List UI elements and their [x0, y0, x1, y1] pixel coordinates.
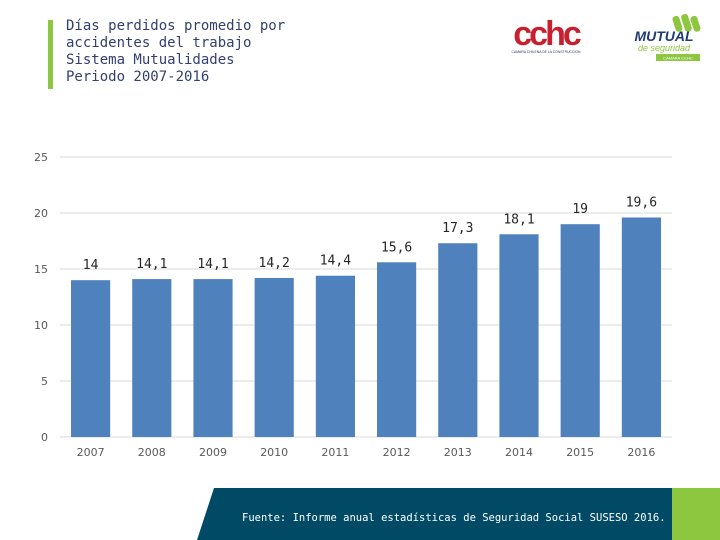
- bar-2010: [254, 277, 294, 437]
- x-tick-label-2013: 2013: [444, 446, 472, 459]
- data-label-2008: 14,1: [136, 257, 167, 272]
- bar-2012: [377, 262, 417, 437]
- y-tick-label-5: 5: [41, 375, 48, 388]
- mutual-logo-name: MUTUAL: [634, 28, 693, 44]
- title-line-4: Periodo 2007-2016: [66, 69, 210, 85]
- y-tick-label-15: 15: [34, 263, 48, 276]
- title-accent-bar: [48, 20, 53, 89]
- bar-2016: [621, 217, 661, 437]
- title-line-1: Días perdidos promedio por: [66, 18, 286, 34]
- y-tick-label-25: 25: [34, 151, 48, 164]
- data-label-2012: 15,6: [381, 240, 412, 255]
- y-tick-label-10: 10: [34, 319, 48, 332]
- mutual-logo: MUTUAL de seguridad CAMARA CCHC: [634, 13, 701, 61]
- bar-2007: [71, 280, 111, 437]
- bar-2015: [560, 224, 600, 437]
- page-title: Días perdidos promedio por accidentes de…: [66, 18, 396, 86]
- data-label-2011: 14,4: [320, 254, 351, 269]
- cchc-logo: cchc CAMARA CHILENA DE LA CONSTRUCCION: [512, 18, 584, 54]
- x-tick-label-2014: 2014: [505, 446, 533, 459]
- x-tick-label-2011: 2011: [321, 446, 349, 459]
- footer-banner: [197, 488, 720, 540]
- data-label-2010: 14,2: [259, 256, 290, 271]
- data-label-2007: 14: [83, 258, 99, 273]
- x-tick-label-2016: 2016: [627, 446, 655, 459]
- bar-chart: 0 5 10 15 20 25 14 2007 14,1 2008 14,1 2009 14,2 2010…: [34, 151, 672, 459]
- mutual-logo-badge-text: CAMARA CCHC: [663, 56, 693, 61]
- footer-navy-band: [197, 488, 672, 540]
- x-tick-label-2008: 2008: [138, 446, 166, 459]
- footer-source: Fuente: Informe anual estadísticas de Se…: [242, 512, 666, 524]
- footer-green-block: [672, 488, 720, 540]
- x-tick-label-2007: 2007: [77, 446, 105, 459]
- mutual-logo-sub: de seguridad: [638, 43, 691, 53]
- y-tick-label-0: 0: [41, 431, 48, 444]
- bar-2013: [438, 243, 478, 437]
- data-label-2014: 18,1: [503, 212, 534, 227]
- y-tick-label-20: 20: [34, 207, 48, 220]
- bar-2008: [132, 279, 172, 437]
- mutual-logo-emblem: [672, 13, 701, 32]
- x-tick-label-2015: 2015: [566, 446, 594, 459]
- data-label-2013: 17,3: [442, 221, 473, 236]
- data-label-2009: 14,1: [197, 257, 228, 272]
- x-tick-label-2010: 2010: [260, 446, 288, 459]
- data-label-2015: 19: [572, 202, 588, 217]
- bar-2011: [315, 275, 355, 437]
- bar-2014: [499, 234, 539, 437]
- x-tick-label-2012: 2012: [383, 446, 411, 459]
- title-line-2: accidentes del trabajo: [66, 35, 252, 51]
- x-tick-label-2009: 2009: [199, 446, 227, 459]
- title-line-3: Sistema Mutualidades: [66, 52, 235, 68]
- mutual-logo-badge: [656, 54, 700, 61]
- cchc-logo-wordmark: cchc: [513, 18, 581, 53]
- data-label-2016: 19,6: [626, 195, 657, 210]
- bar-2009: [193, 279, 233, 437]
- cchc-logo-tagline: CAMARA CHILENA DE LA CONSTRUCCION: [512, 50, 582, 54]
